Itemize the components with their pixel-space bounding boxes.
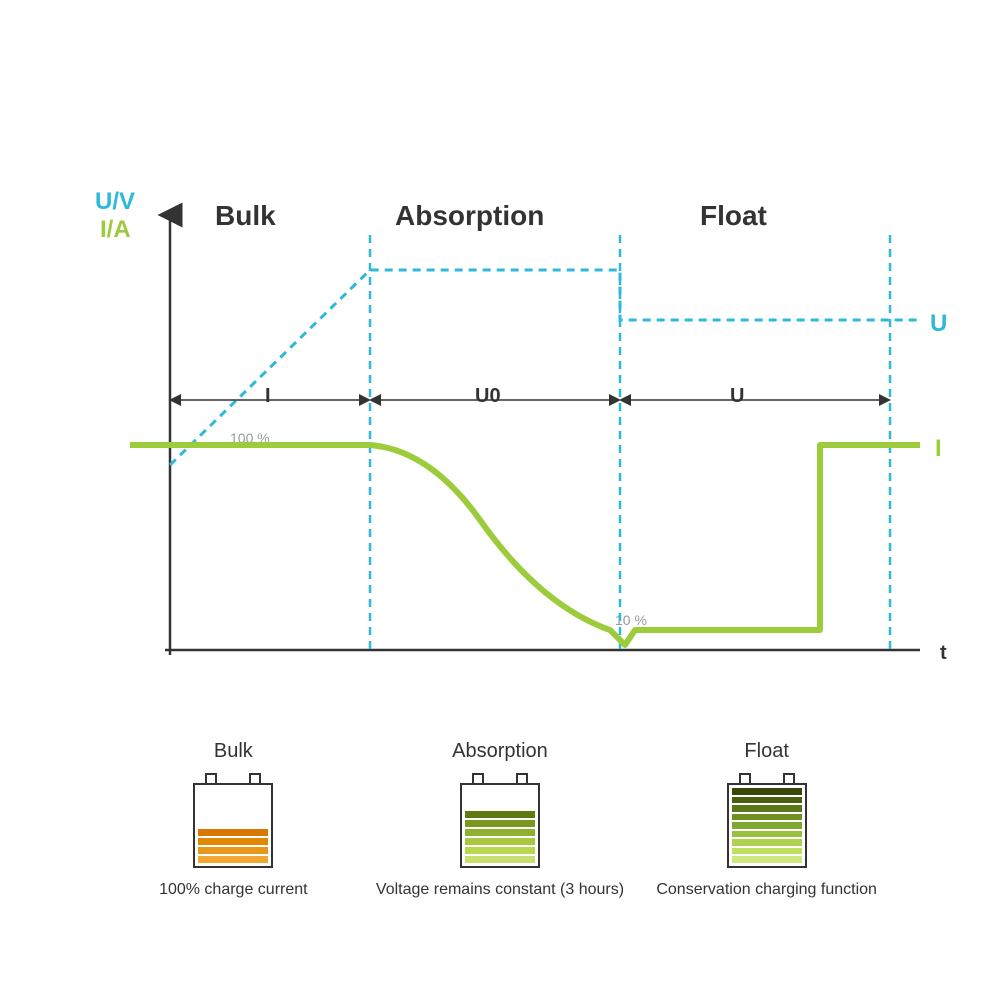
battery-bar <box>198 856 268 863</box>
battery-bar <box>732 856 802 863</box>
chart-svg-container <box>80 190 920 690</box>
battery-bar <box>732 805 802 812</box>
battery-icon-bulk <box>193 773 273 868</box>
battery-bar <box>732 797 802 804</box>
right-label-i: I <box>935 435 942 463</box>
chart-svg <box>80 190 920 690</box>
battery-bar <box>732 822 802 829</box>
battery-bar <box>465 847 535 854</box>
battery-bar <box>732 848 802 855</box>
legend-item-float: Float Conservation charging function <box>642 740 892 901</box>
legend-title-float: Float <box>744 740 788 763</box>
battery-bar <box>465 811 535 818</box>
battery-bar <box>198 847 268 854</box>
battery-bar <box>732 788 802 795</box>
legend-item-bulk: Bulk 100% charge current <box>108 740 358 901</box>
battery-bar <box>198 829 268 836</box>
legend-title-absorption: Absorption <box>452 740 548 763</box>
battery-bar <box>465 820 535 827</box>
battery-bar <box>732 814 802 821</box>
battery-icon-float <box>727 773 807 868</box>
battery-bar <box>465 856 535 863</box>
right-label-u: U <box>930 310 947 338</box>
battery-bar <box>198 838 268 845</box>
legend-title-bulk: Bulk <box>214 740 253 763</box>
legend-caption-float: Conservation charging function <box>656 880 877 901</box>
legend-item-absorption: Absorption Voltage remains constant (3 h… <box>375 740 625 901</box>
battery-bar <box>732 839 802 846</box>
x-axis-label: t <box>940 642 947 665</box>
battery-bar <box>732 831 802 838</box>
battery-bar <box>465 829 535 836</box>
battery-bar <box>465 838 535 845</box>
current-curve <box>130 445 920 645</box>
battery-icon-absorption <box>460 773 540 868</box>
legend-caption-bulk: 100% charge current <box>159 880 308 901</box>
legend-row: Bulk 100% charge current Absorption Volt… <box>0 740 1000 901</box>
voltage-curve <box>170 270 920 465</box>
legend-caption-absorption: Voltage remains constant (3 hours) <box>376 880 624 901</box>
